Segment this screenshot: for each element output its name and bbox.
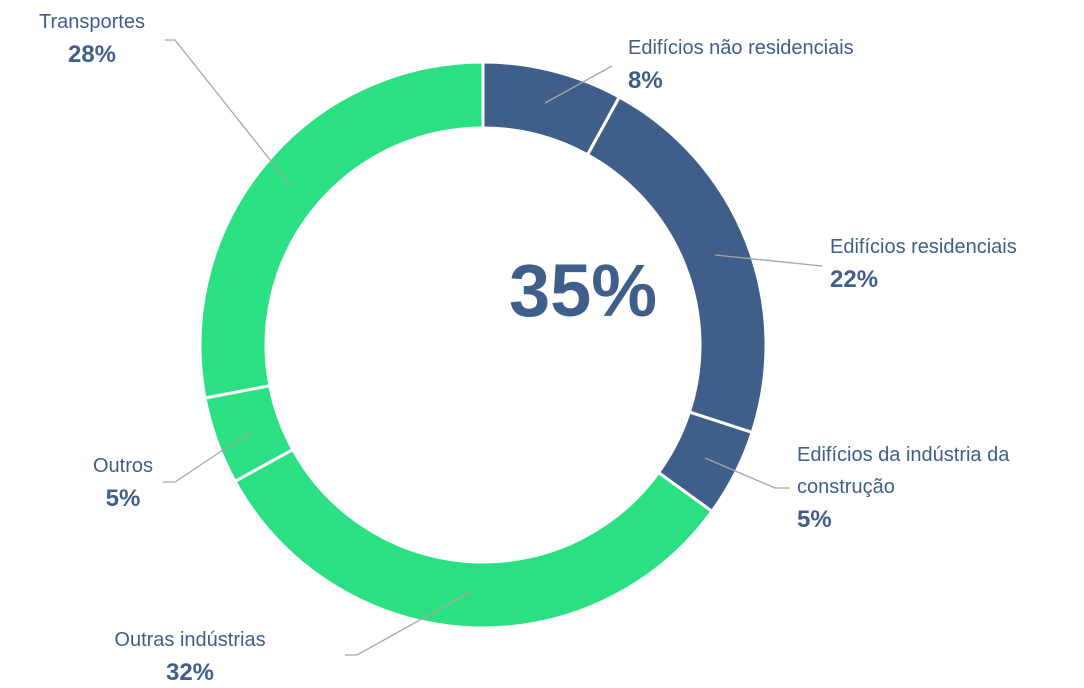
center-label: 35% bbox=[508, 249, 658, 332]
slice-label: Edifícios da indústria da construção 5% bbox=[797, 439, 1084, 537]
value-label: 5% bbox=[105, 485, 141, 512]
value-label: 22% bbox=[830, 266, 879, 293]
category-label: Edifícios da indústria da construção bbox=[797, 444, 1010, 498]
donut-segment bbox=[232, 447, 715, 630]
slice-label: Edifícios não residenciais 8% bbox=[628, 32, 928, 98]
slice-label: Outras indústrias 32% bbox=[40, 624, 340, 688]
category-label: Edifícios residenciais bbox=[830, 236, 1017, 258]
donut-segment bbox=[198, 60, 485, 400]
value-label: 28% bbox=[67, 41, 117, 68]
leader-line bbox=[714, 254, 823, 267]
leader-line bbox=[704, 457, 790, 489]
category-label: Outros bbox=[92, 455, 154, 477]
slice-label: Edifícios residenciais 22% bbox=[830, 231, 1084, 297]
leader-line bbox=[165, 39, 291, 186]
value-label: 32% bbox=[165, 659, 215, 686]
leader-line bbox=[345, 591, 471, 656]
leader-line bbox=[163, 431, 251, 483]
category-label: Outras indústrias bbox=[114, 629, 266, 651]
category-label: Edifícios não residenciais bbox=[628, 37, 854, 59]
category-label: Transportes bbox=[39, 11, 145, 33]
slice-label: Transportes 28% bbox=[0, 6, 242, 72]
value-label: 5% bbox=[797, 506, 832, 533]
value-label: 8% bbox=[628, 67, 663, 94]
slice-label: Outros 5% bbox=[0, 450, 273, 516]
leader-line bbox=[544, 65, 613, 104]
